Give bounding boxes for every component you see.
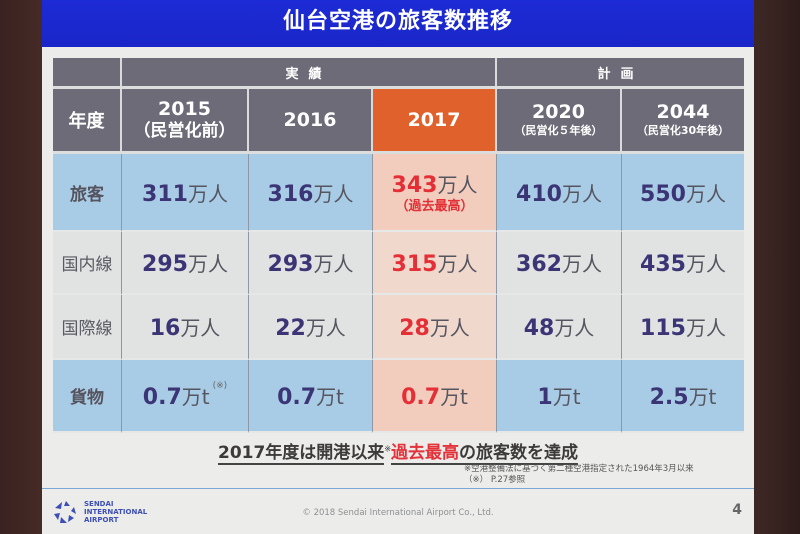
row-label: 貨物 [53,360,122,433]
table-row-cargo: 貨物 0.7万t (※) 0.7万t 0.7万t 1万t 2.5万t [53,360,744,433]
group-header-empty [53,58,122,86]
row-label: 国際線 [53,295,122,360]
table-cell: 0.7万t [249,360,373,433]
copyright-text: © 2018 Sendai International Airport Co.,… [302,508,494,518]
table-cell: 1万t [497,360,622,433]
footnote-1: ※空港整備法に基づく第二種空港指定された1964年3月以来 [464,464,694,474]
year-2017: 2017 [373,89,497,151]
table-cell: 22万人 [249,295,373,360]
summary-highlight: 過去最高 [391,443,460,465]
presentation-slide: 仙台空港の旅客数推移 実績 計画 年度 2015 （民営化前） 2016 2017… [42,0,754,534]
table-cell-highlight: 28万人 [373,295,497,360]
airport-logo-icon [54,501,76,523]
table-cell: 410万人 [497,154,622,232]
year-header-row: 年度 2015 （民営化前） 2016 2017 2020 （民営化５年後） 204… [53,89,744,151]
table-row-international: 国際線 16万人 22万人 28万人 48万人 115万人 [53,295,744,360]
record-note: （過去最高） [395,198,474,214]
summary-statement: 2017年度は開港以来※過去最高の旅客数を達成 [217,443,579,465]
table-cell: 0.7万t (※) [122,360,249,433]
row-label: 国内線 [53,232,122,295]
table-row-domestic: 国内線 295万人 293万人 315万人 362万人 435万人 [53,232,744,295]
table-cell: 311万人 [122,154,249,232]
table-cell: 550万人 [622,154,744,232]
table-row-passengers: 旅客 311万人 316万人 343万人 （過去最高） 410万人 550万人 [53,154,744,232]
year-2016: 2016 [249,89,373,151]
row-label: 旅客 [53,154,122,232]
table-cell-highlight: 315万人 [373,232,497,295]
year-header-label: 年度 [53,89,122,151]
group-header-plan: 計画 [497,58,744,86]
slide-title: 仙台空港の旅客数推移 [42,0,754,47]
group-header-row: 実績 計画 [53,58,744,86]
table-cell: 316万人 [249,154,373,232]
sendai-airport-logo: SENDAI INTERNATIONAL AIRPORT [52,499,147,525]
footnote-marker: (※) [212,381,228,391]
table-cell: 115万人 [622,295,744,360]
table-cell: 16万人 [122,295,249,360]
year-2020: 2020 （民営化５年後） [497,89,622,151]
table-cell: 435万人 [622,232,744,295]
table-cell: 48万人 [497,295,622,360]
group-header-actual: 実績 [122,58,497,86]
table-cell: 362万人 [497,232,622,295]
table-cell: 293万人 [249,232,373,295]
footnote-2: （※） P.27参照 [464,475,526,485]
page-number: 4 [732,502,742,518]
table-cell: 2.5万t [622,360,744,433]
year-2015: 2015 （民営化前） [122,89,249,151]
table-cell-highlight: 0.7万t [373,360,497,433]
table-cell-highlight: 343万人 （過去最高） [373,154,497,232]
passenger-table: 実績 計画 年度 2015 （民営化前） 2016 2017 2020 （民営化５年… [53,58,744,433]
table-cell: 295万人 [122,232,249,295]
footer-divider [42,488,754,489]
year-2044: 2044 （民営化30年後） [622,89,744,151]
